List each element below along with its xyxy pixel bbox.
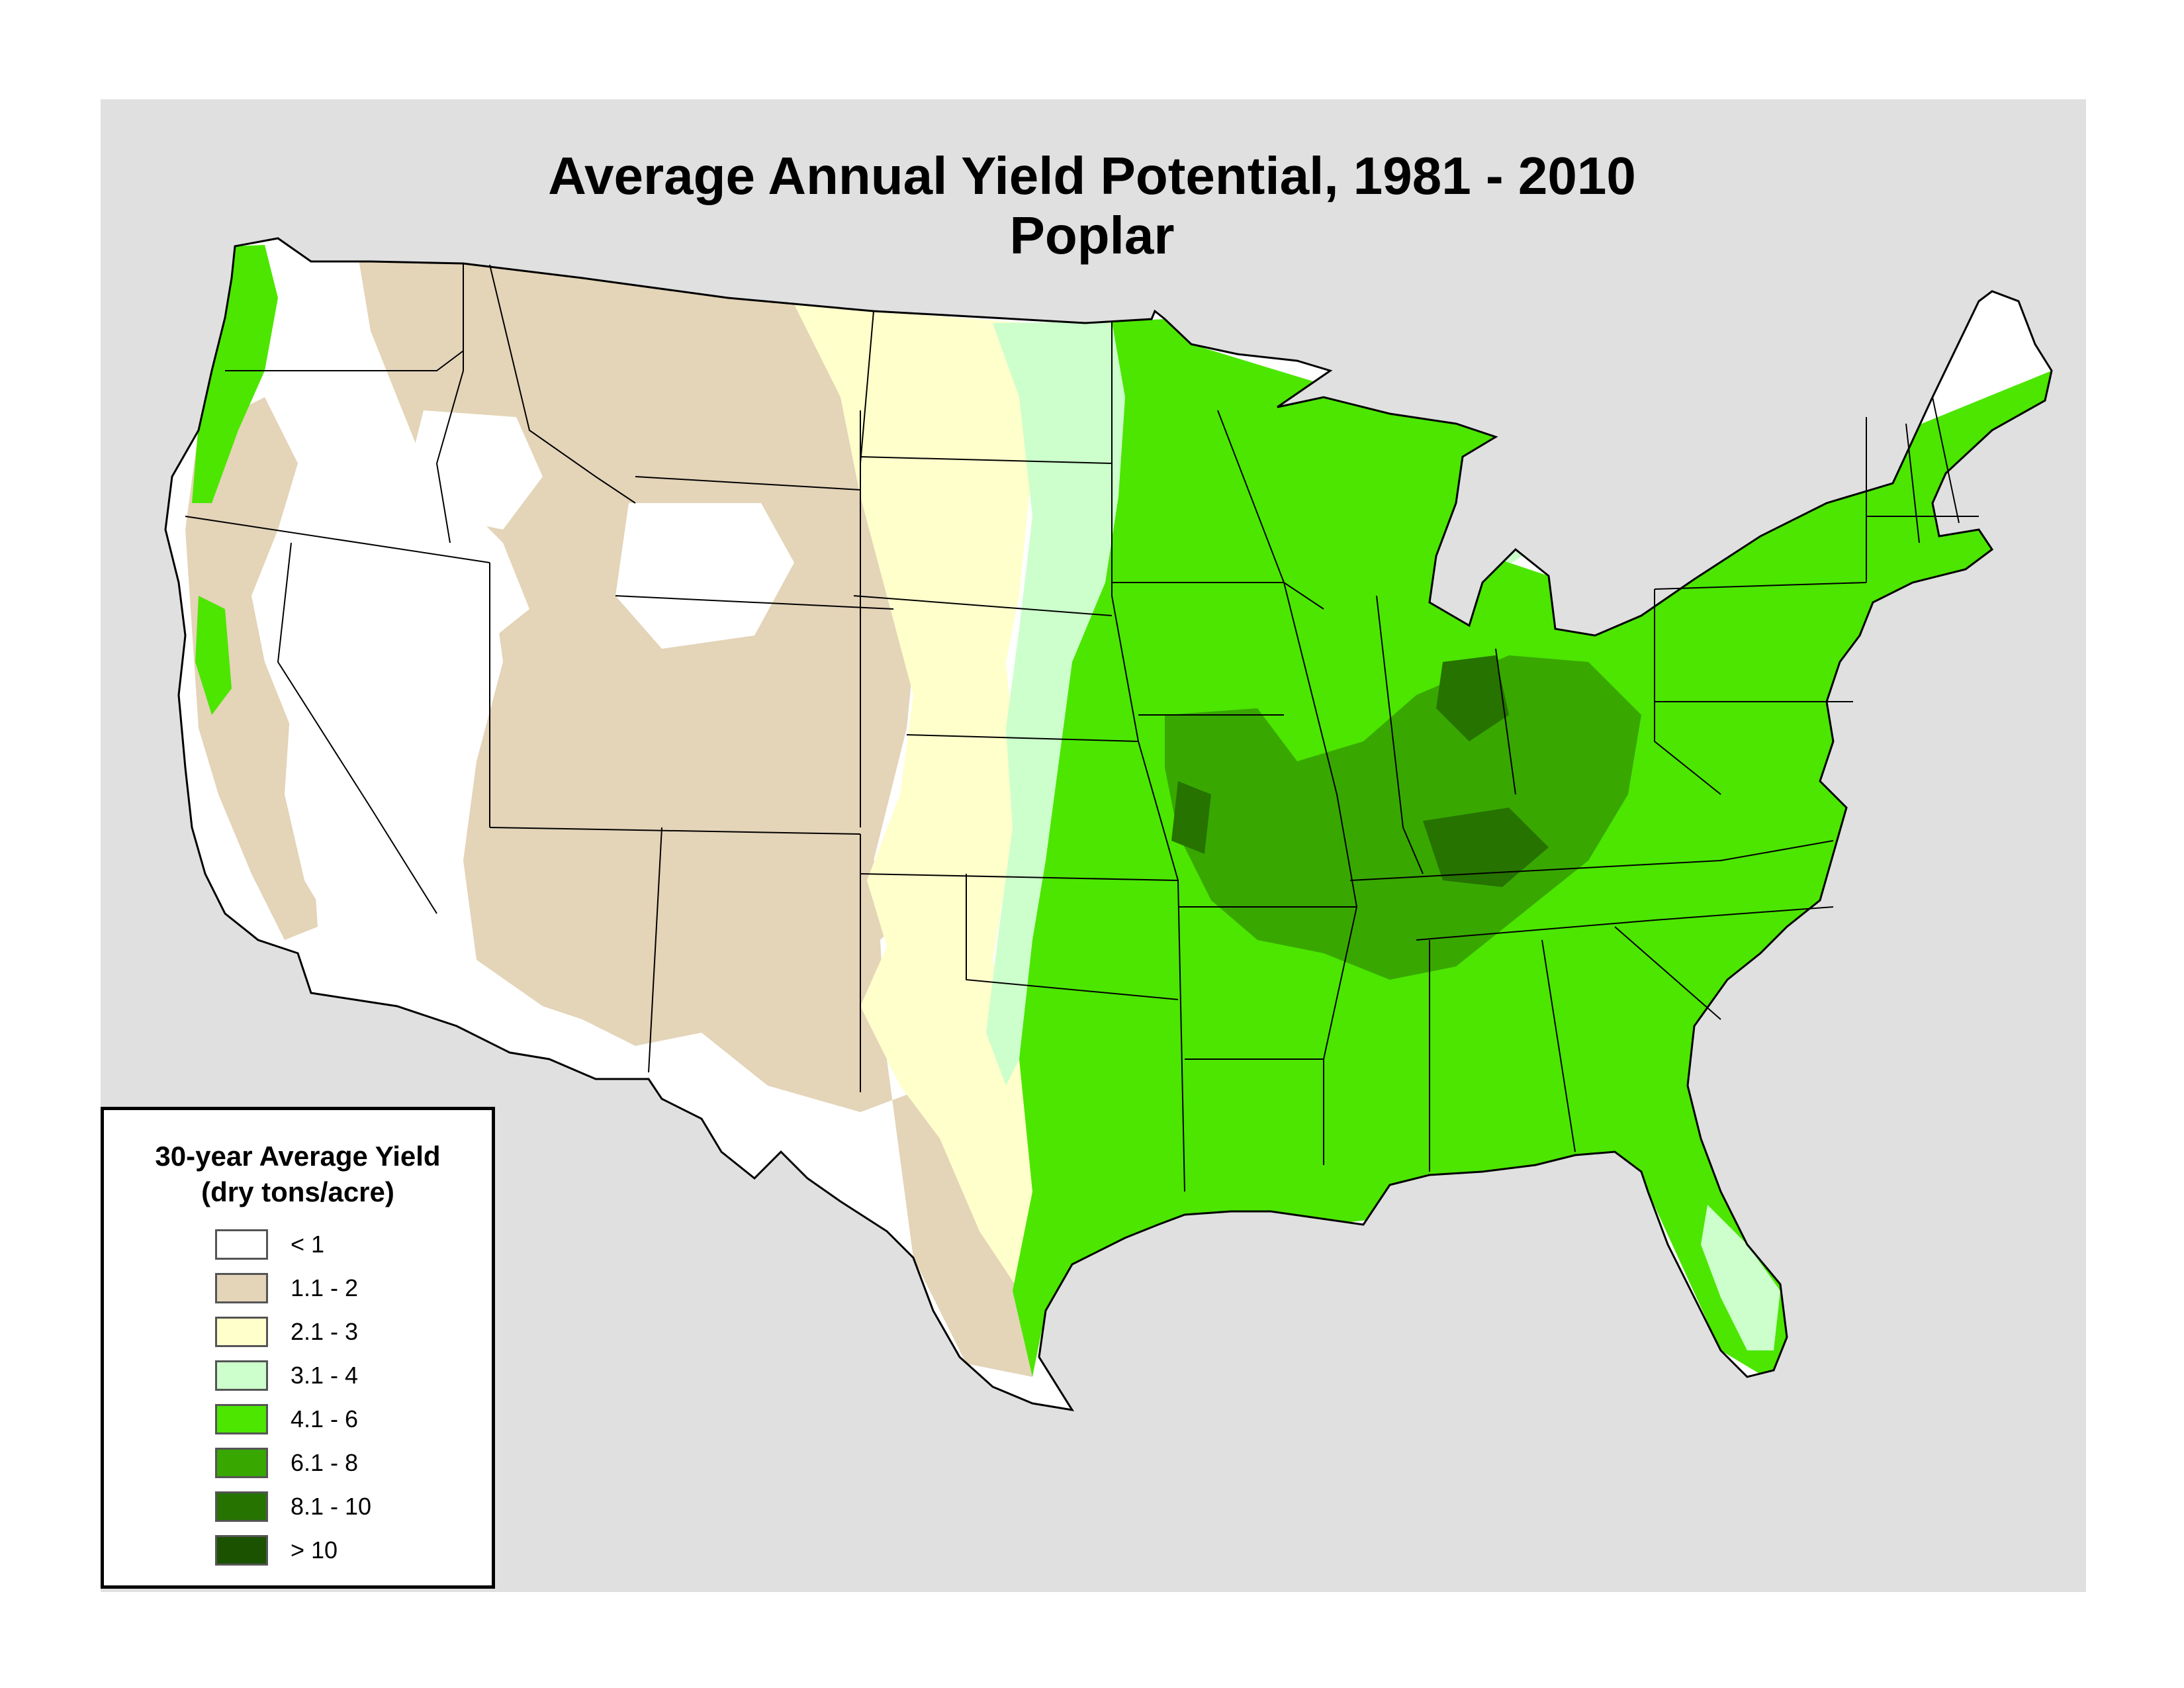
legend-swatch <box>215 1448 268 1478</box>
legend-label: 2.1 - 3 <box>291 1318 359 1345</box>
legend-label: 1.1 - 2 <box>291 1274 359 1301</box>
wy-co-border <box>615 595 894 610</box>
zone-4-6-ncal <box>195 596 232 715</box>
mt-wy-border <box>635 476 861 491</box>
zone-lt1-basin <box>265 543 503 947</box>
tn-south-border <box>1416 906 1834 941</box>
zone-8-10-indiana <box>1436 655 1509 741</box>
legend-label: 8.1 - 10 <box>291 1493 372 1520</box>
legend-title: 30-year Average Yield <box>155 1141 441 1172</box>
zone-4-6-pnw <box>192 245 278 503</box>
legend-label: 6.1 - 8 <box>291 1449 359 1476</box>
pa-ny-border <box>1654 582 1867 590</box>
legend-swatch <box>215 1491 268 1522</box>
zone-6-8-midsouth <box>1165 655 1641 980</box>
mid-river-border <box>1111 322 1185 1192</box>
ca-nv-border <box>277 542 437 914</box>
legend-swatch <box>215 1360 268 1391</box>
map-subtitle: Poplar <box>1009 206 1175 265</box>
map-title: Average Annual Yield Potential, 1981 - 2… <box>548 146 1636 205</box>
il-in-border <box>1376 595 1424 874</box>
oh-pa-border <box>1654 589 1721 795</box>
legend: 30-year Average Yield (dry tons/acre) < … <box>101 1107 495 1589</box>
ne-ks-border <box>906 734 1139 742</box>
nh-me-border <box>1932 397 1960 524</box>
al-ga-border <box>1541 939 1576 1152</box>
ga-sc-border <box>1614 926 1721 1020</box>
legend-units: (dry tons/acre) <box>201 1176 394 1207</box>
id-mt-border <box>489 264 636 504</box>
zone-3-4-florida <box>1701 1205 1780 1350</box>
in-oh-border <box>1495 648 1516 795</box>
ky-tn-va-border <box>1349 840 1834 881</box>
sd-ne-border <box>853 595 1113 616</box>
zone-2-3-plains <box>794 305 1046 1291</box>
zone-1-2-west <box>357 252 1032 1377</box>
ok-tx-border <box>966 874 1179 1000</box>
legend-swatch <box>215 1229 268 1260</box>
mn-wi-border <box>1217 410 1285 583</box>
state-boundaries <box>185 263 1979 1192</box>
legend-label: 3.1 - 4 <box>291 1362 359 1389</box>
zone-1-2-coast <box>185 397 318 940</box>
az-nm-north-border <box>489 827 861 835</box>
legend-label: 4.1 - 6 <box>291 1405 359 1432</box>
nd-mt-border <box>860 310 874 464</box>
zone-lt1-wyoming <box>615 503 794 649</box>
zone-3-4-plains <box>986 322 1125 1086</box>
zone-3-4-michigan <box>1463 437 1549 569</box>
ks-ok-border <box>860 873 1179 881</box>
az-nm-border <box>648 827 662 1073</box>
legend-swatch <box>215 1317 268 1347</box>
nd-sd-border <box>860 456 1113 464</box>
vt-nh-border <box>1905 423 1920 543</box>
or-ca-border <box>185 516 490 563</box>
zone-8-10-missouri <box>1171 781 1211 854</box>
legend-swatch <box>215 1404 268 1434</box>
legend-label: > 10 <box>291 1536 338 1564</box>
legend-swatch <box>215 1273 268 1303</box>
mississippi-border <box>1283 582 1358 1165</box>
legend-swatch <box>215 1535 268 1566</box>
legend-label: < 1 <box>291 1231 325 1258</box>
wa-or-border <box>225 350 464 371</box>
zone-8-10-kentucky <box>1423 808 1549 887</box>
id-west-border <box>435 263 464 543</box>
